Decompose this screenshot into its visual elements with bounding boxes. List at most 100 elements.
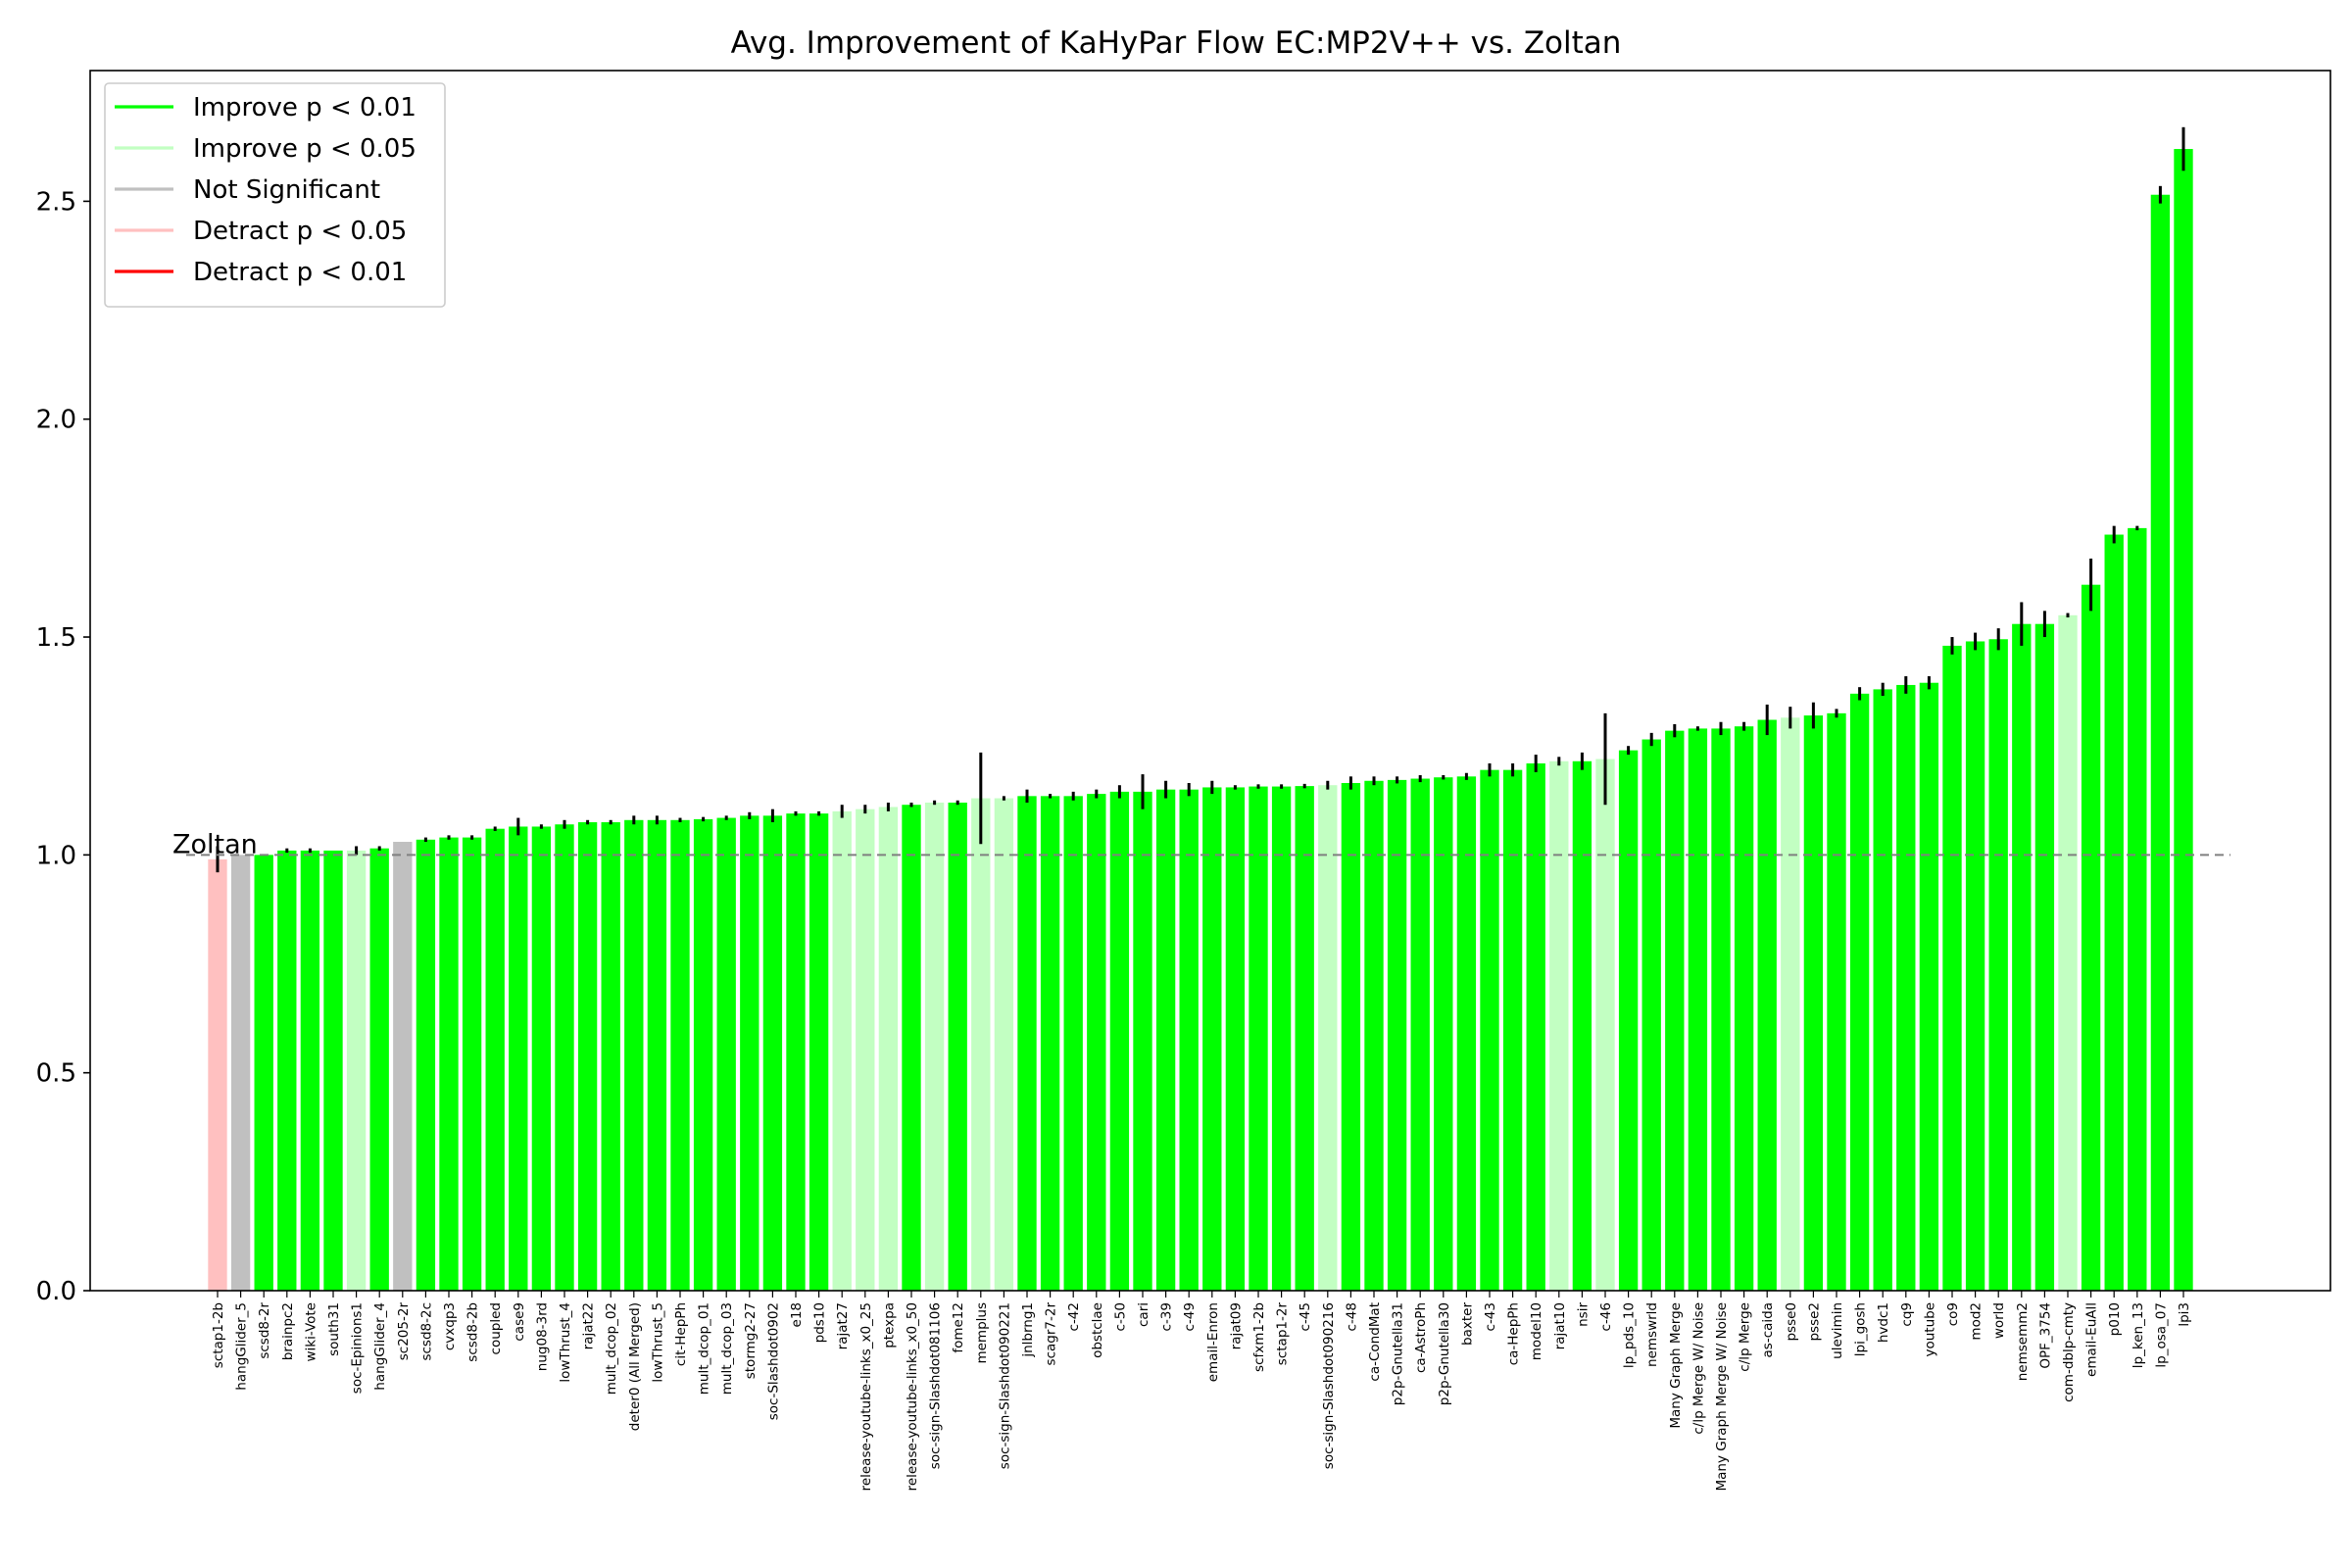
bar xyxy=(1827,712,1846,1291)
legend-label: Detract p < 0.01 xyxy=(193,258,407,287)
x-tick-label: release-youtube-links_x0_50 xyxy=(905,1302,920,1491)
bar xyxy=(1757,719,1777,1291)
x-tick-label: mult_dcop_02 xyxy=(604,1302,619,1395)
x-tick-label: rajat27 xyxy=(835,1302,851,1349)
x-tick-label: p2p-Gnutella30 xyxy=(1437,1302,1452,1405)
bar xyxy=(808,813,829,1291)
bar xyxy=(1618,750,1639,1291)
x-tick-label: hvdc1 xyxy=(1876,1302,1891,1343)
x-tick-label: obstclae xyxy=(1090,1302,1105,1358)
bar xyxy=(2034,623,2055,1291)
bar xyxy=(1480,769,1499,1291)
x-tick-label: soc-Slashdot0902 xyxy=(765,1302,781,1420)
bar xyxy=(1734,726,1754,1291)
bar xyxy=(1133,791,1152,1291)
x-tick-label: nemswrld xyxy=(1644,1302,1660,1367)
x-tick-label: lowThrust_4 xyxy=(558,1302,573,1383)
bar xyxy=(1364,780,1384,1291)
bar xyxy=(2128,527,2147,1292)
bar xyxy=(1295,786,1314,1291)
bar xyxy=(832,810,852,1291)
x-tick-label: lowThrust_5 xyxy=(650,1302,665,1383)
bar xyxy=(1781,717,1800,1291)
x-tick-label: lp_ken_13 xyxy=(2131,1302,2146,1368)
x-tick-label: c/lp Merge W/ Noise xyxy=(1690,1302,1706,1435)
plot-frame xyxy=(89,70,2331,1292)
x-tick-label: psse0 xyxy=(1784,1302,1799,1342)
bar xyxy=(1271,786,1292,1291)
x-tick-label: c-43 xyxy=(1483,1302,1498,1331)
x-tick-label: soc-Epinions1 xyxy=(350,1302,366,1394)
bar xyxy=(1040,796,1060,1291)
bar xyxy=(462,837,482,1291)
x-tick-label: com-dblp-cmty xyxy=(2061,1302,2077,1402)
bar xyxy=(1063,796,1083,1291)
bar xyxy=(369,848,389,1291)
bar xyxy=(1919,682,1939,1291)
bar xyxy=(1109,791,1130,1291)
bar xyxy=(439,837,459,1291)
x-tick-label: deter0 (All Merged) xyxy=(627,1302,643,1431)
x-tick-label: mult_dcop_01 xyxy=(697,1302,712,1395)
bar xyxy=(2174,149,2193,1291)
bar xyxy=(948,803,967,1291)
x-tick-label: email-Enron xyxy=(1205,1302,1221,1382)
bar xyxy=(1502,769,1523,1291)
bar xyxy=(786,813,806,1291)
x-tick-label: brainpc2 xyxy=(280,1302,296,1360)
bar xyxy=(1341,782,1361,1291)
bar xyxy=(1387,779,1407,1291)
y-tick-label: 0.5 xyxy=(36,1059,76,1089)
x-tick-label: mod2 xyxy=(1969,1302,1984,1341)
bar xyxy=(716,817,736,1291)
bar xyxy=(1087,794,1106,1291)
x-tick-label: ptexpa xyxy=(881,1302,897,1348)
bar xyxy=(1017,796,1037,1291)
x-tick-label: lp_osa_07 xyxy=(2153,1302,2169,1368)
x-tick-label: ca-CondMat xyxy=(1367,1302,1383,1382)
x-tick-label: rajat10 xyxy=(1552,1302,1568,1349)
bar xyxy=(1225,787,1246,1291)
bar xyxy=(208,858,227,1291)
x-tick-label: c-46 xyxy=(1598,1302,1614,1331)
bar xyxy=(577,822,598,1291)
y-tick-label: 0.0 xyxy=(36,1277,76,1306)
bar xyxy=(1965,641,1985,1291)
legend-label: Improve p < 0.01 xyxy=(193,93,416,122)
x-tick-label: rajat09 xyxy=(1228,1302,1244,1349)
x-tick-label: stormg2-27 xyxy=(743,1302,759,1379)
x-tick-label: soc-sign-Slashdot081106 xyxy=(928,1302,944,1469)
bar xyxy=(1595,759,1615,1291)
x-tick-label: psse2 xyxy=(1806,1302,1822,1342)
bar xyxy=(1642,739,1661,1291)
x-tick-label: p2p-Gnutella31 xyxy=(1391,1302,1406,1405)
bar xyxy=(647,819,667,1291)
bar xyxy=(670,819,690,1291)
bar xyxy=(1665,730,1685,1291)
x-tick-label: sctap1-2r xyxy=(1275,1302,1291,1366)
bar xyxy=(762,815,783,1291)
y-tick-label: 1.0 xyxy=(36,841,76,870)
bar xyxy=(1803,715,1824,1291)
bar xyxy=(2104,534,2124,1291)
bar xyxy=(1896,684,1916,1291)
bar xyxy=(902,805,921,1291)
bar xyxy=(1849,693,1870,1291)
x-tick-label: sctap1-2b xyxy=(211,1302,226,1368)
x-tick-label: world xyxy=(1991,1302,2007,1339)
bar xyxy=(1942,645,1962,1291)
x-tick-label: cvxqp3 xyxy=(442,1302,458,1350)
bar xyxy=(601,822,620,1291)
bar xyxy=(509,826,528,1291)
x-tick-label: as-caida xyxy=(1760,1302,1776,1357)
x-tick-label: c-48 xyxy=(1344,1302,1359,1331)
bar xyxy=(323,850,343,1291)
x-tick-label: ca-HepPh xyxy=(1506,1302,1522,1365)
x-tick-label: c-45 xyxy=(1298,1302,1313,1331)
x-tick-label: rajat22 xyxy=(581,1302,597,1349)
x-tick-label: wiki-Vote xyxy=(303,1302,318,1362)
legend-label: Improve p < 0.05 xyxy=(193,134,416,164)
bar xyxy=(416,839,436,1291)
x-tick-label: c-42 xyxy=(1066,1302,1082,1331)
x-tick-label: nug08-3rd xyxy=(534,1302,550,1371)
